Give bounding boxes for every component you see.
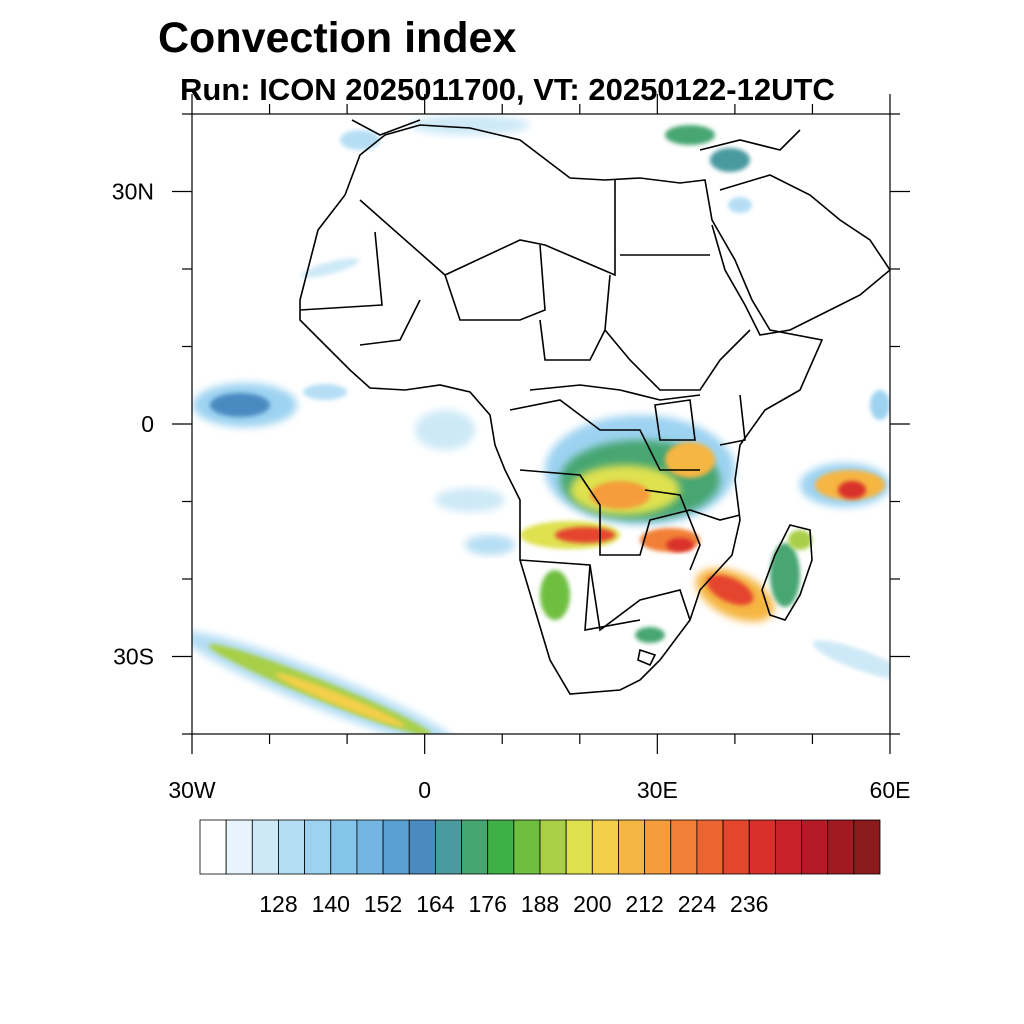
colorbar-label: 176 [469, 891, 507, 917]
colorbar-swatch [644, 819, 672, 875]
colorbar-labels: 128 140 152 164 176 188 200 212 224 236 [259, 891, 768, 917]
colorbar-label: 164 [416, 891, 455, 917]
colorbar-swatch [513, 819, 541, 875]
lat-label: 30N [112, 179, 154, 205]
colorbar-swatch [251, 819, 279, 875]
colorbar-swatch [382, 819, 410, 875]
axis-ticks [172, 94, 910, 754]
colorbar-swatch [330, 819, 358, 875]
colorbar-swatch [539, 819, 567, 875]
convection-field [192, 115, 890, 734]
lon-label: 30E [637, 777, 678, 803]
colorbar-swatch [722, 819, 750, 875]
lat-label: 30S [113, 644, 154, 670]
colorbar-swatch [487, 819, 515, 875]
colorbar-swatch [853, 819, 881, 875]
colorbar-swatch [434, 819, 462, 875]
colorbar-label: 152 [364, 891, 402, 917]
lon-label: 60E [870, 777, 911, 803]
colorbar-label: 212 [625, 891, 663, 917]
colorbar-label: 200 [573, 891, 611, 917]
colorbar [199, 819, 881, 875]
colorbar-swatch [461, 819, 489, 875]
lat-label: 0 [141, 411, 154, 437]
map-title: Convection index [158, 14, 517, 62]
colorbar-swatch [225, 819, 253, 875]
colorbar-swatch [774, 819, 802, 875]
colorbar-swatch [278, 819, 306, 875]
colorbar-label: 128 [259, 891, 297, 917]
plot-area [192, 114, 890, 734]
colorbar-swatch [618, 819, 646, 875]
colorbar-swatch [827, 819, 855, 875]
colorbar-swatch [748, 819, 776, 875]
country-borders [299, 119, 890, 695]
map-subtitle: Run: ICON 2025011700, VT: 20250122-12UTC [180, 72, 835, 107]
colorbar-swatch [408, 819, 436, 875]
ocean-background [192, 114, 890, 734]
colorbar-swatch [199, 819, 227, 875]
colorbar-swatch [801, 819, 829, 875]
colorbar-swatch [304, 819, 332, 875]
colorbar-label: 140 [312, 891, 350, 917]
colorbar-swatch [670, 819, 698, 875]
axis-labels: 30N 0 30S 30W 0 30E 60E [112, 179, 911, 804]
colorbar-swatch [591, 819, 619, 875]
colorbar-swatch [565, 819, 593, 875]
lon-label: 0 [418, 777, 431, 803]
colorbar-swatch [696, 819, 724, 875]
lon-label: 30W [168, 777, 216, 803]
colorbar-swatch [356, 819, 384, 875]
colorbar-label: 236 [730, 891, 768, 917]
colorbar-label: 188 [521, 891, 559, 917]
colorbar-label: 224 [678, 891, 717, 917]
